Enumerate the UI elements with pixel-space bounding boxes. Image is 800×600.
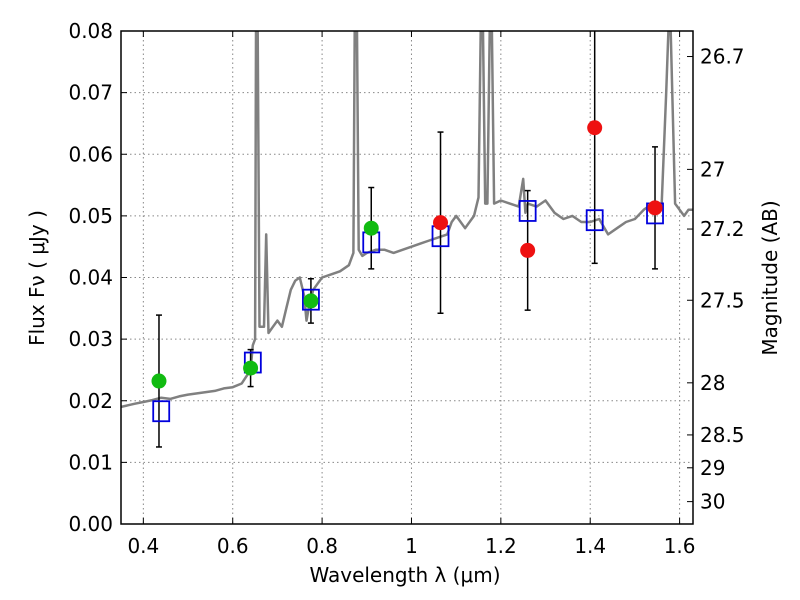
y-axis-label: Flux Fν ( μJy ) (25, 210, 49, 346)
green-data-point (243, 360, 259, 376)
y2-tick-label: 27.2 (700, 217, 745, 241)
observed-points-layer (151, 120, 663, 389)
y-tick-label: 0.07 (68, 81, 113, 105)
x-tick-labels: 0.4 0.6 0.8 1 1.2 1.4 1.6 (127, 534, 695, 558)
y2-tick-label: 28 (700, 371, 725, 395)
y-tick-label: 0.04 (68, 266, 113, 290)
y-tick-label: 0.00 (68, 512, 113, 536)
red-data-point (433, 215, 449, 231)
model-point (585, 209, 604, 232)
y-tick-label: 0.08 (68, 19, 113, 43)
green-data-point (363, 220, 379, 236)
y-tick-label: 0.05 (68, 204, 113, 228)
y2-tick-labels: 26.7 27 27.2 27.5 28 28.5 29 30 (700, 45, 745, 514)
y-tick-label: 0.06 (68, 142, 113, 166)
red-data-point (647, 200, 663, 216)
green-data-point (303, 293, 319, 309)
y-tick-labels: 0.00 0.01 0.02 0.03 0.04 0.05 0.06 0.07 0.08 (68, 19, 113, 536)
x-tick-label: 1.6 (664, 534, 696, 558)
y2-tick-label: 28.5 (700, 423, 745, 447)
x-tick-label: 1.4 (574, 534, 606, 558)
tick-marks (121, 30, 693, 525)
x-tick-label: 1 (405, 534, 418, 558)
y-tick-label: 0.01 (68, 450, 113, 474)
y-tick-label: 0.02 (68, 389, 113, 413)
green-data-point (151, 373, 167, 389)
x-tick-label: 0.8 (306, 534, 338, 558)
x-tick-label: 0.6 (217, 534, 249, 558)
y2-tick-label: 30 (700, 490, 725, 514)
red-data-point (587, 120, 603, 136)
x-axis-label: Wavelength λ (μm) (309, 563, 500, 587)
model-point (152, 400, 171, 423)
x-tick-label: 0.4 (127, 534, 159, 558)
y2-tick-label: 27.5 (700, 288, 745, 312)
spectrum-layer (121, 31, 693, 409)
model-point (518, 200, 537, 222)
x-tick-label: 1.2 (485, 534, 517, 558)
model-point (302, 288, 320, 311)
errorbar-layer (155, 31, 659, 448)
y2-tick-label: 29 (700, 456, 725, 480)
y-tick-label: 0.03 (68, 327, 113, 351)
spectrum-line (121, 31, 693, 409)
y2-tick-label: 26.7 (700, 45, 745, 69)
grid-lines (121, 30, 693, 525)
red-data-point (520, 242, 536, 258)
y2-tick-label: 27 (700, 157, 725, 181)
y2-axis-label: Magnitude (AB) (758, 200, 782, 355)
